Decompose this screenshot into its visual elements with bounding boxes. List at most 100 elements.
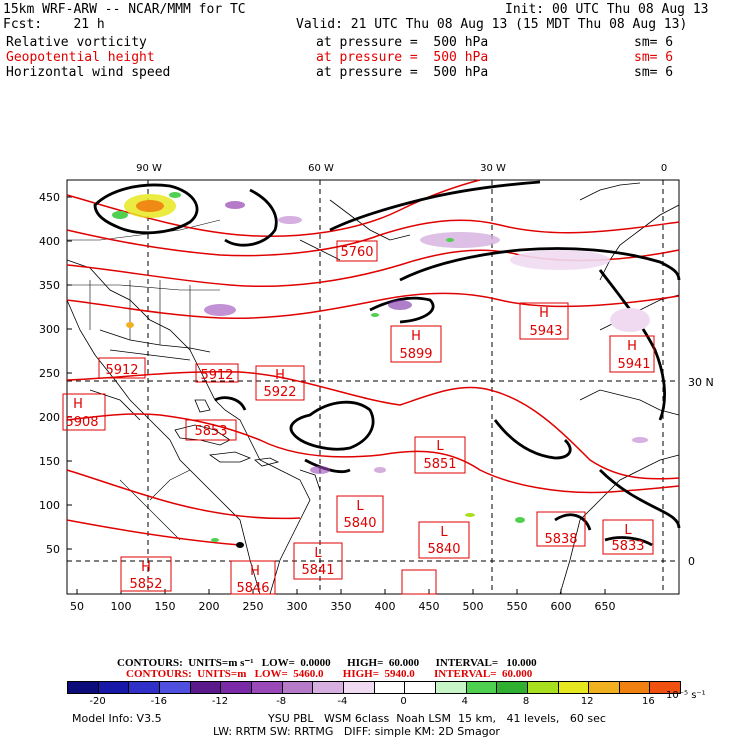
y-tick-label: 250 [39, 367, 60, 380]
field-name-height: Geopotential height [6, 50, 155, 65]
forecast-hour: Fcst: 21 h [3, 17, 105, 32]
x-tick-label: 100 [110, 600, 132, 613]
high-center-label: 5912 [200, 368, 233, 383]
low-center-marker: L [440, 525, 448, 540]
colorbar-swatch [373, 682, 405, 693]
lon-label-0: 0 [660, 163, 668, 174]
pressure-centers: 5912 5912 H 5922 H 5908 H 5899 H 5943 H … [62, 240, 655, 596]
y-tick-label: 400 [39, 235, 60, 248]
colorbar-tick-label: -4 [337, 696, 348, 707]
y-tick-label: 150 [39, 455, 60, 468]
y-tick-label: 300 [39, 323, 60, 336]
high-center-label: 5941 [617, 357, 650, 372]
low-center-label: 5841 [301, 563, 334, 578]
colorbar-tick-label: 4 [461, 696, 468, 707]
y-tick-label: 350 [39, 279, 60, 292]
colorbar-swatch [312, 682, 343, 693]
wind-contour-info: CONTOURS: UNITS=m s⁻¹ LOW= 0.0000 HIGH= … [117, 657, 537, 669]
x-tick-label: 50 [70, 600, 84, 613]
lon-label-90w: 90 W [136, 163, 162, 174]
x-tick-label: 450 [418, 600, 440, 613]
physics-line-1: YSU PBL WSM 6class Noah LSM 15 km, 41 le… [268, 712, 606, 725]
height-contour-info: CONTOURS: UNITS=m LOW= 5460.0 HIGH= 5940… [126, 668, 533, 680]
x-tick-label: 250 [242, 600, 264, 613]
colorbar-tick-label: 12 [580, 696, 594, 707]
x-tick-label: 300 [286, 600, 308, 613]
high-center-label: 5899 [399, 347, 432, 362]
colorbar-swatch [649, 682, 681, 693]
high-center-marker: H [539, 306, 549, 321]
vorticity-shading [112, 192, 650, 548]
wind-contours [93, 180, 681, 547]
colorbar-tick-label: -12 [211, 696, 229, 707]
high-center-marker: H [250, 564, 260, 579]
colorbar-swatch [220, 682, 251, 693]
colorbar-swatch [342, 682, 374, 693]
field-name-wind: Horizontal wind speed [6, 65, 171, 80]
colorbar-swatch [158, 682, 190, 693]
colorbar-swatch [128, 682, 159, 693]
x-tick-label: 200 [198, 600, 220, 613]
political-borders [67, 219, 221, 541]
colorbar-swatch [189, 682, 221, 693]
high-center-label: 5943 [529, 324, 562, 339]
field-level-wind: at pressure = 500 hPa [316, 65, 489, 80]
high-center-label: 5912 [105, 363, 138, 378]
model-title: 15km WRF-ARW -- NCAR/MMM for TC [3, 2, 246, 17]
y-tick-label: 50 [46, 543, 60, 556]
low-center-label: 5853 [194, 424, 227, 439]
height-contours [66, 179, 680, 546]
low-center-marker: L [436, 439, 444, 454]
colorbar-tick-label: -16 [150, 696, 167, 707]
field-sm-vorticity: sm= 6 [634, 35, 674, 50]
low-center-label: 5840 [427, 542, 460, 557]
colorbar-tick-label: 8 [522, 696, 530, 707]
low-center-label: 5851 [423, 457, 456, 472]
high-center-label: 5852 [129, 577, 162, 592]
lat-label-30n: 30 N [688, 376, 714, 389]
x-tick-label: 650 [594, 600, 616, 613]
colorbar-swatch [496, 682, 527, 693]
low-center-label: 5840 [343, 516, 376, 531]
low-center-marker: L [624, 523, 632, 538]
colorbar-swatch [465, 682, 497, 693]
low-center-marker: L [314, 546, 322, 561]
field-level-vorticity: at pressure = 500 hPa [316, 35, 489, 50]
colorbar-tick-label: -20 [89, 696, 106, 707]
colorbar-units: 10⁻⁵ s⁻¹ [666, 690, 706, 701]
colorbar-swatch [68, 682, 98, 693]
x-tick-label: 500 [462, 600, 484, 613]
colorbar-swatch [404, 682, 435, 693]
low-center-marker: L [356, 499, 364, 514]
colorbar-swatch [97, 682, 129, 693]
x-tick-label: 400 [374, 600, 396, 613]
colorbar-swatch [588, 682, 619, 693]
lon-label-30w: 30 W [480, 163, 506, 174]
colorbar-swatch [557, 682, 589, 693]
field-sm-wind: sm= 6 [634, 65, 674, 80]
high-center-label: 5846 [236, 581, 269, 596]
colorbar-swatch [526, 682, 558, 693]
y-tick-label: 200 [39, 411, 60, 424]
colorbar-tick-label: -8 [276, 696, 287, 707]
coastlines [66, 182, 680, 595]
high-center-marker: H [627, 339, 637, 354]
colorbar-swatch [250, 682, 282, 693]
low-center-label: 5838 [544, 532, 577, 547]
init-time: Init: 00 UTC Thu 08 Aug 13 [505, 2, 709, 17]
lon-label-60w: 60 W [308, 163, 334, 174]
field-level-height: at pressure = 500 hPa [316, 50, 489, 65]
y-tick-label: 450 [39, 191, 60, 204]
colorbar-swatch [281, 682, 313, 693]
high-center-marker: H [411, 329, 421, 344]
field-sm-height: sm= 6 [634, 50, 674, 65]
colorbar-swatch [618, 682, 650, 693]
x-tick-label: 150 [154, 600, 176, 613]
lat-label-0: 0 [688, 555, 695, 568]
high-center-label: 5922 [263, 385, 296, 400]
colorbar-swatch [434, 682, 466, 693]
model-info: Model Info: V3.5 [72, 712, 162, 725]
field-name-vorticity: Relative vorticity [6, 35, 147, 50]
vorticity-colorbar [67, 681, 681, 694]
